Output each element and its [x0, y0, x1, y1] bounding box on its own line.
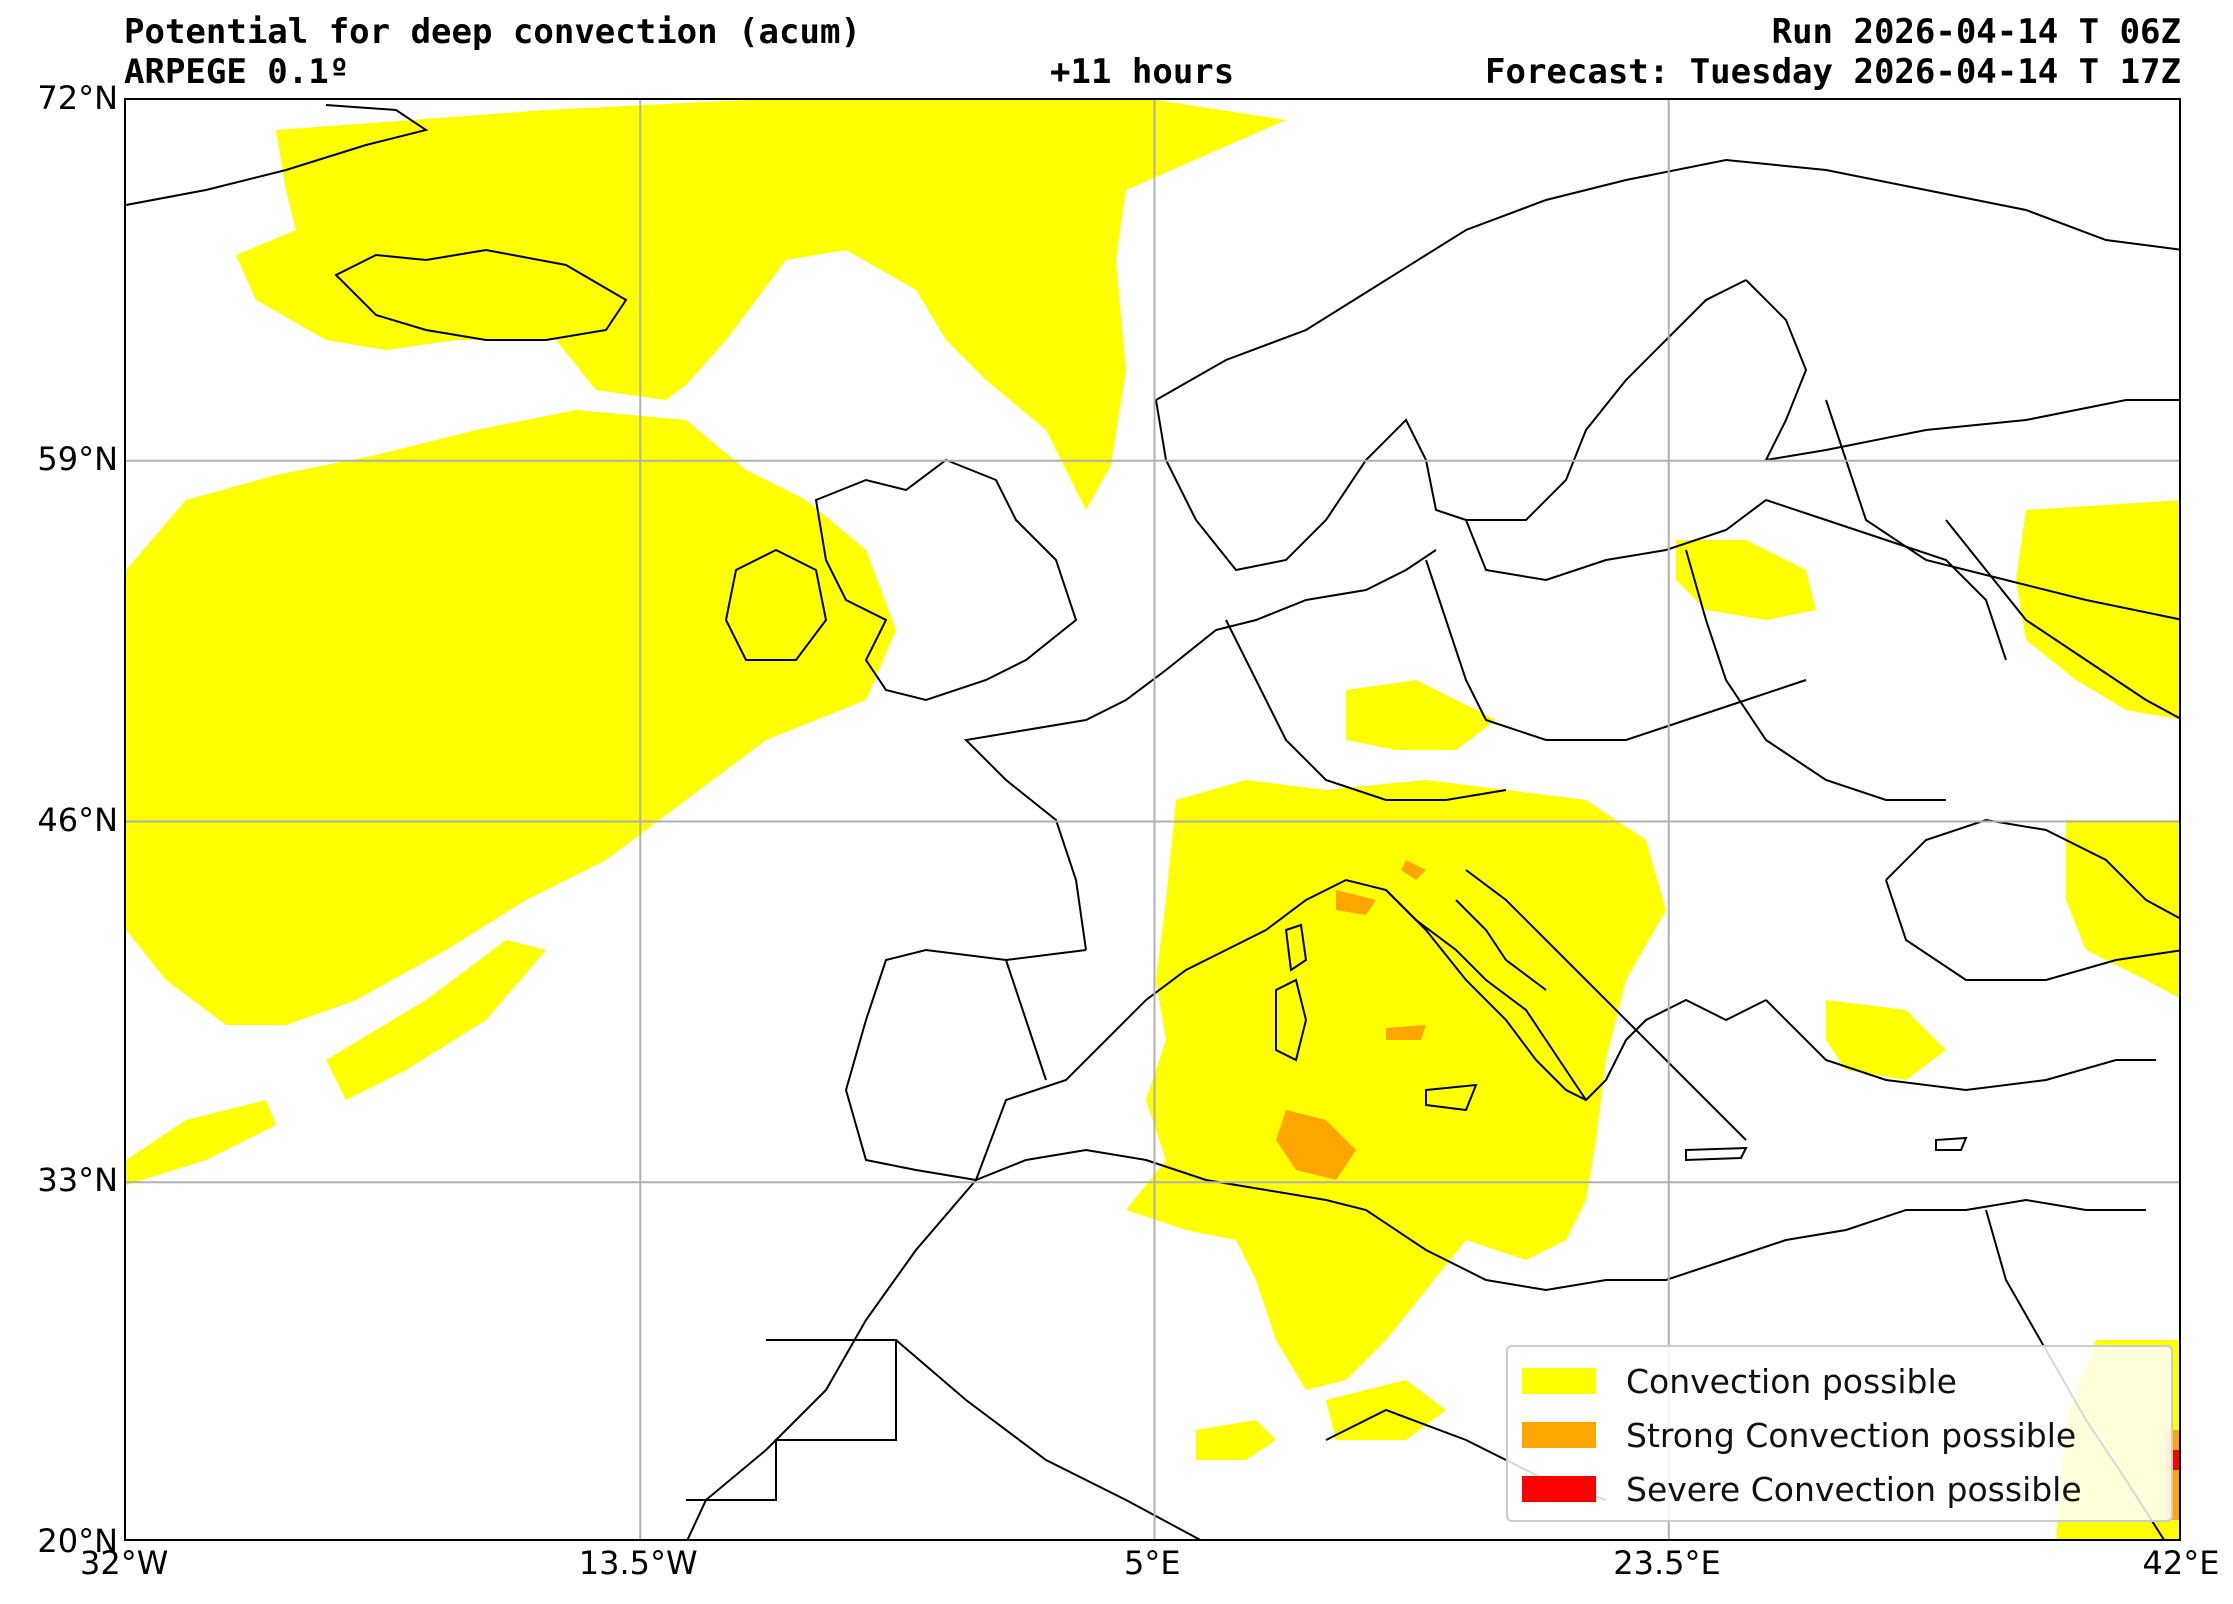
coastline-ireland — [724, 548, 828, 661]
legend-item-strong: Strong Convection possible — [1522, 1415, 2076, 1455]
legend-item-severe: Severe Convection possible — [1522, 1469, 2082, 1509]
convection-area-russia — [2016, 500, 2179, 720]
lead-time-label: +11 hours — [1050, 52, 1235, 92]
convection-area-ireland — [741, 560, 846, 660]
lat-tick-label: 20°N — [37, 1522, 118, 1560]
run-label: Run 2026-04-14 T 06Z — [1771, 12, 2181, 52]
legend-label-severe: Severe Convection possible — [1626, 1469, 2082, 1509]
lat-tick-label: 46°N — [37, 800, 118, 839]
forecast-label: Forecast: Tuesday 2026-04-14 T 17Z — [1485, 52, 2181, 92]
coastline-finland-baltic — [1745, 279, 2179, 462]
legend-label-strong: Strong Convection possible — [1626, 1415, 2077, 1455]
coastline-turkey-south — [1765, 999, 2156, 1092]
coastline-iberia — [844, 929, 1267, 1182]
coastline-med-north — [1265, 878, 1767, 1102]
coastline-sweden — [1466, 279, 1747, 521]
model-label: ARPEGE 0.1º — [124, 52, 350, 92]
legend-label-convection: Convection possible — [1626, 1361, 1957, 1401]
border-europe-3 — [1685, 549, 1946, 801]
map-title: Potential for deep convection (acum) — [124, 12, 861, 52]
convection-area-sahara — [1196, 1420, 1276, 1460]
coastline-italy — [1385, 889, 1587, 1101]
coastline-iceland — [334, 248, 628, 341]
map-area[interactable] — [124, 98, 2181, 1541]
legend-item-convection: Convection possible — [1522, 1361, 1957, 1401]
convection-area-alps — [1346, 680, 1496, 750]
border-europe-5 — [1945, 519, 2179, 719]
lat-tick-label: 33°N — [37, 1161, 118, 1200]
border-africa-2 — [895, 1339, 1201, 1539]
lon-tick-label: 5°E — [1124, 1544, 1181, 1582]
lon-tick-label: 42°E — [2142, 1544, 2220, 1582]
legend-swatch-severe — [1522, 1476, 1596, 1502]
lon-tick-label: 13.5°W — [578, 1544, 698, 1582]
convection-area-turkey — [1826, 1000, 1946, 1080]
graticule — [126, 100, 2179, 1539]
lat-tick-label: 72°N — [37, 79, 118, 117]
coastline-british-isles — [814, 458, 1078, 702]
convection-area-atlantic — [126, 410, 896, 1025]
coastline-adriatic-balkans — [1465, 869, 1747, 1141]
convection-area-atlantic-streak-1 — [326, 940, 546, 1100]
convection-area-black-sea — [2066, 820, 2179, 998]
border-europe-6 — [1765, 499, 2007, 661]
convection-area-poland — [1676, 540, 1816, 620]
border-iberia — [1005, 959, 1047, 1081]
lat-tick-label: 59°N — [37, 439, 118, 478]
island-cyprus — [1935, 1136, 1968, 1151]
coastline-black-sea — [1885, 818, 2179, 981]
island-corsica — [1284, 923, 1308, 972]
border-africa-1 — [686, 1339, 897, 1501]
severe-area-middle-east — [2171, 1450, 2179, 1470]
strong-area-adriatic — [1401, 860, 1426, 880]
island-sardinia — [1275, 978, 1308, 1062]
severe-convection-areas — [2171, 1450, 2179, 1470]
coastline-france-atlantic — [963, 699, 1127, 951]
legend: Convection possible Strong Convection po… — [1506, 1345, 2173, 1522]
legend-swatch-convection — [1522, 1368, 1596, 1394]
convection-area-atlantic-streak-2 — [126, 1100, 276, 1185]
coastline-norway-south — [1155, 399, 1467, 572]
convection-area-mediterranean — [1126, 780, 1666, 1390]
lon-tick-label: 32°W — [80, 1544, 169, 1582]
lon-tick-label: 23.5°E — [1613, 1544, 1721, 1582]
strong-area-south-italy — [1386, 1025, 1426, 1040]
coastline-baltic-south — [1465, 499, 1767, 582]
coastline-north-sea-continent — [1125, 549, 1437, 701]
island-sicily — [1425, 1083, 1478, 1112]
strong-area-tunisia — [1276, 1110, 1356, 1180]
island-crete — [1685, 1146, 1748, 1162]
border-europe-2 — [1425, 559, 1807, 741]
strong-area-italy — [1336, 890, 1376, 915]
map-canvas — [126, 100, 2179, 1539]
legend-swatch-strong — [1522, 1422, 1596, 1448]
coastline-greenland — [126, 104, 429, 206]
coastline-scandinavia — [1155, 158, 2179, 401]
convection-area-iceland-north — [236, 100, 1286, 510]
border-europe-1 — [1225, 619, 1507, 801]
